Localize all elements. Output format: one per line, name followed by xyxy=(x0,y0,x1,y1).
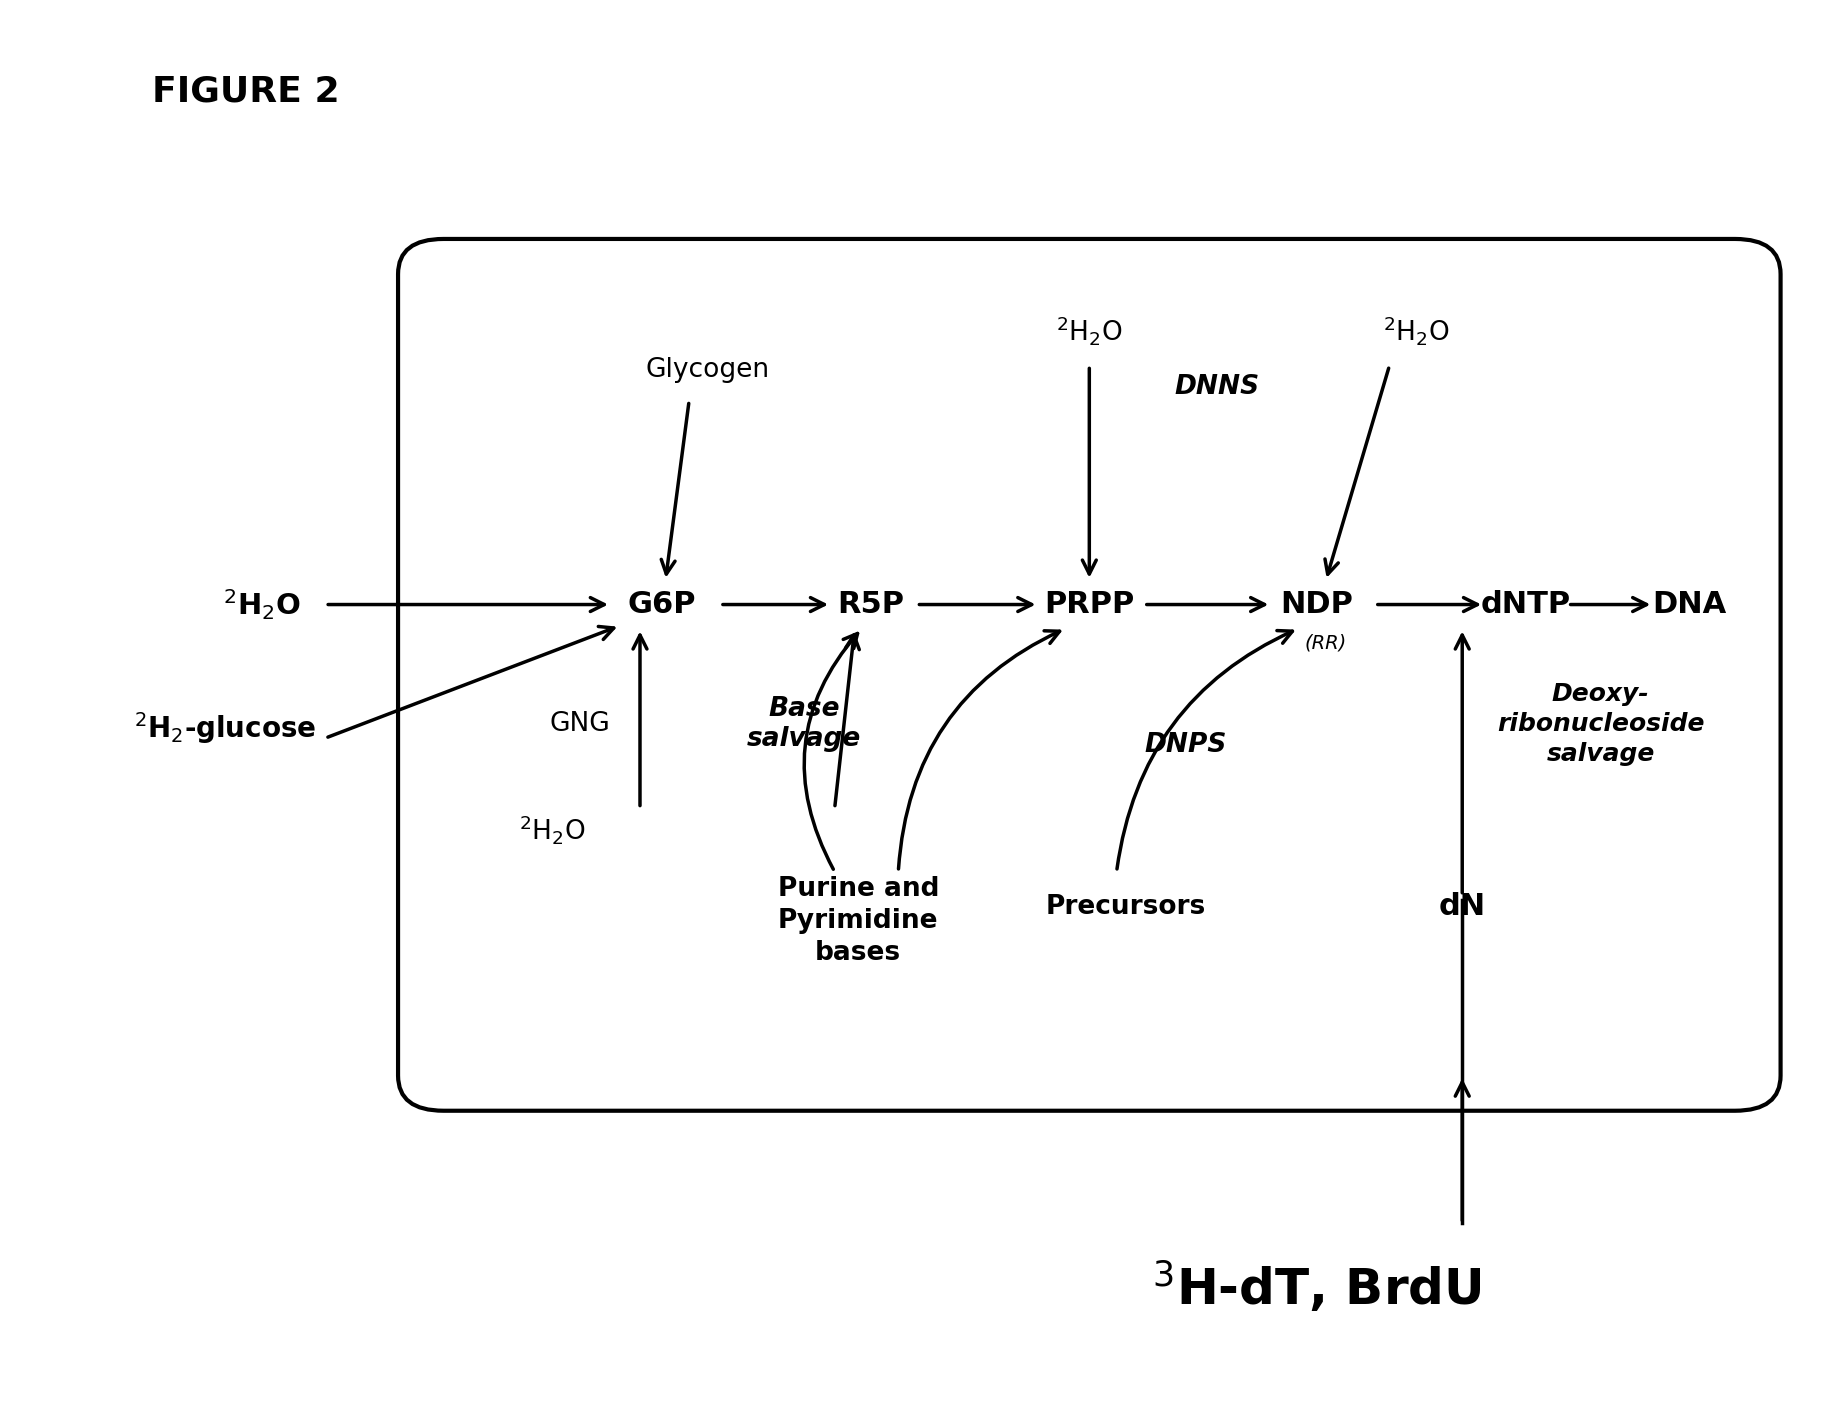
Text: $^2$H$_2$-glucose: $^2$H$_2$-glucose xyxy=(134,710,317,747)
Text: $^2$H$_2$O: $^2$H$_2$O xyxy=(1383,314,1449,346)
Text: (RR): (RR) xyxy=(1304,633,1347,652)
Text: DNA: DNA xyxy=(1652,591,1726,619)
Text: Precursors: Precursors xyxy=(1044,893,1205,920)
Text: dN: dN xyxy=(1438,892,1486,922)
Text: Deoxy-
ribonucleoside
salvage: Deoxy- ribonucleoside salvage xyxy=(1497,683,1704,765)
Text: $^2$H$_2$O: $^2$H$_2$O xyxy=(222,588,300,622)
Text: DNNS: DNNS xyxy=(1174,373,1259,399)
Text: PRPP: PRPP xyxy=(1044,591,1134,619)
Text: dNTP: dNTP xyxy=(1480,591,1570,619)
Text: G6P: G6P xyxy=(627,591,696,619)
Text: Base
salvage: Base salvage xyxy=(746,696,861,753)
Text: $^3$H-dT, BrdU: $^3$H-dT, BrdU xyxy=(1150,1258,1480,1315)
Text: NDP: NDP xyxy=(1279,591,1352,619)
Text: DNPS: DNPS xyxy=(1143,733,1226,758)
Text: Purine and
Pyrimidine
bases: Purine and Pyrimidine bases xyxy=(777,876,938,966)
Text: R5P: R5P xyxy=(837,591,903,619)
Text: GNG: GNG xyxy=(550,711,610,737)
Text: $^2$H$_2$O: $^2$H$_2$O xyxy=(1055,314,1121,346)
Text: Glycogen: Glycogen xyxy=(645,356,769,383)
Text: FIGURE 2: FIGURE 2 xyxy=(152,74,341,108)
FancyBboxPatch shape xyxy=(398,239,1779,1110)
Text: $^2$H$_2$O: $^2$H$_2$O xyxy=(518,814,586,846)
